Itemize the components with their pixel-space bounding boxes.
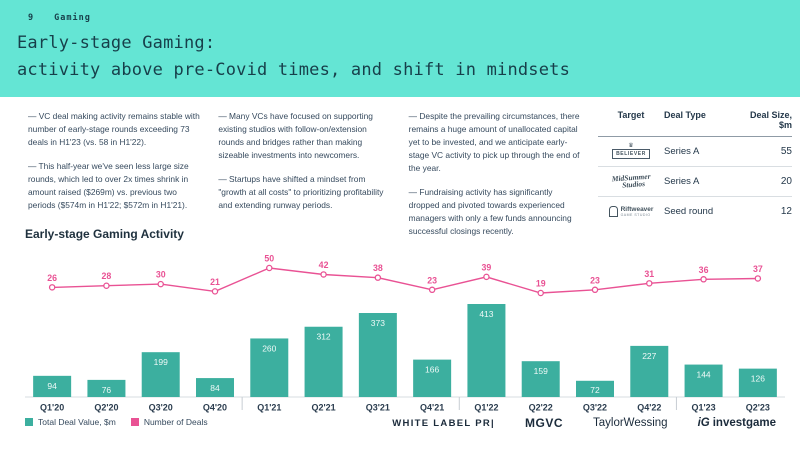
svg-text:76: 76 <box>102 385 112 395</box>
believer-logo-text: BELIEVER <box>612 149 650 159</box>
riftweaver-logo-text: Riftweaver <box>620 206 654 213</box>
text-column-2: — Many VCs have focused on supporting ex… <box>218 110 394 249</box>
svg-text:28: 28 <box>102 271 112 281</box>
svg-text:21: 21 <box>210 277 220 287</box>
svg-text:30: 30 <box>156 270 166 280</box>
midsummer-logo-line2: Studios <box>621 178 645 190</box>
svg-text:413: 413 <box>479 309 493 319</box>
body-columns: — VC deal making activity remains stable… <box>28 110 585 249</box>
paragraph: — Fundraising activity has significantly… <box>408 187 572 236</box>
svg-text:37: 37 <box>753 264 763 274</box>
legend-label-line: Number of Deals <box>143 417 208 427</box>
page-title: Early-stage Gaming: activity above pre-C… <box>17 30 570 84</box>
chart-legend: Total Deal Value, $m Number of Deals <box>25 417 208 427</box>
svg-text:84: 84 <box>210 383 220 393</box>
table-header-deal-size: Deal Size, $m <box>738 110 792 137</box>
table-cell-deal-type: Series A <box>664 137 738 167</box>
svg-text:Q4'21: Q4'21 <box>420 403 444 413</box>
svg-text:36: 36 <box>699 265 709 275</box>
table-cell-deal-type: Seed round <box>664 206 714 217</box>
paragraph: — Startups have shifted a mindset from "… <box>218 174 384 210</box>
paragraph: — Despite the prevailing circumstances, … <box>408 111 580 173</box>
svg-text:227: 227 <box>642 351 656 361</box>
table-row: Riftweaver GAME STUDIO <box>598 197 664 226</box>
svg-text:Q1'21: Q1'21 <box>257 403 281 413</box>
legend-swatch-line <box>130 418 139 426</box>
legend-item-bars: Total Deal Value, $m <box>25 417 116 427</box>
paragraph: — This half-year we've seen less large s… <box>28 161 189 210</box>
table-row: ♛ BELIEVER <box>598 137 664 167</box>
svg-text:19: 19 <box>536 279 546 289</box>
crown-icon: ♛ <box>628 143 634 149</box>
white-label-pr-logo: WHITE LABEL PR| <box>392 417 495 429</box>
legend-item-line: Number of Deals <box>130 417 208 427</box>
svg-text:38: 38 <box>373 263 383 273</box>
table-cell-deal-size: 12 <box>780 206 792 217</box>
svg-text:Q4'22: Q4'22 <box>637 403 661 413</box>
section-label: Gaming <box>54 13 91 23</box>
midsummer-logo: MidSummer Studios <box>611 172 651 190</box>
table-cell-deal-size: 55 <box>738 137 792 167</box>
deals-table: Target Deal Type Deal Size, $m ♛ BELIEVE… <box>598 110 792 226</box>
svg-text:Q3'20: Q3'20 <box>149 403 173 413</box>
svg-text:31: 31 <box>644 269 654 279</box>
svg-text:39: 39 <box>482 262 492 272</box>
svg-text:Q4'20: Q4'20 <box>203 403 227 413</box>
svg-text:144: 144 <box>696 370 710 380</box>
page-number: 9 <box>28 13 35 23</box>
paragraph: — VC deal making activity remains stable… <box>28 111 200 147</box>
legend-swatch-bars <box>25 418 33 426</box>
legend-label-bars: Total Deal Value, $m <box>38 417 116 427</box>
svg-text:Q3'21: Q3'21 <box>366 403 390 413</box>
svg-text:Q2'22: Q2'22 <box>529 403 553 413</box>
table-header-target: Target <box>598 110 664 137</box>
investgame-logo: iG investgame <box>698 417 776 429</box>
table-header-deal-type: Deal Type <box>664 110 738 137</box>
svg-text:260: 260 <box>262 343 276 353</box>
riftweaver-icon <box>608 206 618 217</box>
text-column-1: — VC deal making activity remains stable… <box>28 110 204 249</box>
svg-text:Q1'20: Q1'20 <box>40 403 64 413</box>
footer-logos: WHITE LABEL PR| MGVC TaylorWessing iG in… <box>392 416 776 430</box>
header-meta: 9 Gaming <box>28 13 91 23</box>
title-line-1: Early-stage Gaming: <box>17 33 216 53</box>
svg-text:126: 126 <box>751 374 765 384</box>
svg-text:166: 166 <box>425 365 439 375</box>
svg-text:50: 50 <box>264 254 274 264</box>
title-line-2: activity above pre-Covid times, and shif… <box>17 60 571 80</box>
svg-text:26: 26 <box>47 273 57 283</box>
believer-logo: ♛ BELIEVER <box>612 143 650 159</box>
text-column-3: — Despite the prevailing circumstances, … <box>409 110 585 249</box>
paragraph: — Many VCs have focused on supporting ex… <box>218 111 373 160</box>
taylor-wessing-logo: TaylorWessing <box>593 417 668 429</box>
svg-text:Q2'21: Q2'21 <box>311 403 335 413</box>
activity-chart: 94Q1'2076Q2'20199Q3'2084Q4'20260Q1'21312… <box>25 254 785 413</box>
svg-text:312: 312 <box>316 332 330 342</box>
riftweaver-logo: Riftweaver GAME STUDIO <box>608 206 654 217</box>
svg-text:72: 72 <box>590 385 600 395</box>
svg-text:Q2'23: Q2'23 <box>746 403 770 413</box>
svg-text:159: 159 <box>534 366 548 376</box>
svg-text:Q1'22: Q1'22 <box>474 403 498 413</box>
svg-text:94: 94 <box>47 381 57 391</box>
investgame-icon: iG <box>697 417 710 429</box>
svg-text:199: 199 <box>154 357 168 367</box>
riftweaver-logo-sub: GAME STUDIO <box>620 213 651 217</box>
header-band: 9 Gaming Early-stage Gaming: activity abo… <box>0 0 800 97</box>
investgame-logo-text: investgame <box>712 417 776 429</box>
chart-title: Early-stage Gaming Activity <box>25 227 184 241</box>
svg-text:23: 23 <box>590 275 600 285</box>
mgvc-logo: MGVC <box>525 416 563 430</box>
table-cell-deal-size: 20 <box>738 167 792 197</box>
svg-text:42: 42 <box>319 260 329 270</box>
svg-text:Q1'23: Q1'23 <box>691 403 715 413</box>
table-cell-deal-type: Series A <box>664 167 738 197</box>
svg-text:Q3'22: Q3'22 <box>583 403 607 413</box>
svg-text:373: 373 <box>371 318 385 328</box>
svg-text:Q2'20: Q2'20 <box>94 403 118 413</box>
svg-text:23: 23 <box>427 275 437 285</box>
table-row: MidSummer Studios <box>598 167 664 197</box>
